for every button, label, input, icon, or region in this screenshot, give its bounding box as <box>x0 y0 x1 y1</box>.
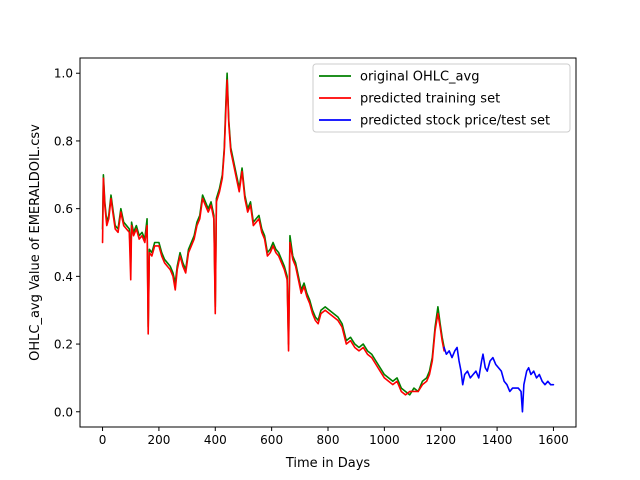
x-axis-label: Time in Days <box>285 456 371 471</box>
legend-label: predicted training set <box>360 92 500 107</box>
y-tick-label: 0.4 <box>54 270 73 284</box>
y-axis: 0.0 0.2 0.4 0.6 0.8 1.0 <box>54 67 80 419</box>
y-tick-label: 1.0 <box>54 67 73 81</box>
x-axis: 0 200 400 600 800 1000 1200 1400 1600 <box>99 427 569 447</box>
plot-frame <box>79 57 577 428</box>
x-tick-label: 0 <box>99 433 107 447</box>
y-tick-label: 0.8 <box>54 134 73 148</box>
y-tick-label: 0.2 <box>54 338 73 352</box>
legend-label: predicted stock price/test set <box>360 114 550 129</box>
x-tick-label: 400 <box>204 433 227 447</box>
legend-entries: original OHLC_avg predicted training set p… <box>319 70 550 129</box>
x-tick-label: 600 <box>260 433 283 447</box>
x-tick-label: 800 <box>317 433 340 447</box>
y-tick-label: 0.6 <box>54 202 73 216</box>
legend: original OHLC_avg predicted training set p… <box>312 63 571 133</box>
series-line-1 <box>101 79 445 396</box>
y-axis-label: OHLC_avg Value of EMERALDOIL.csv <box>28 124 43 361</box>
legend-box <box>312 63 571 133</box>
series-line-2 <box>443 346 555 413</box>
x-tick-label: 1200 <box>425 433 456 447</box>
x-tick-label: 200 <box>147 433 170 447</box>
x-tick-label: 1000 <box>369 433 400 447</box>
series-layer <box>101 72 555 413</box>
y-tick-label: 0.0 <box>54 405 73 419</box>
x-tick-label: 1600 <box>538 433 569 447</box>
legend-label: original OHLC_avg <box>360 70 479 85</box>
x-tick-label: 1400 <box>482 433 513 447</box>
